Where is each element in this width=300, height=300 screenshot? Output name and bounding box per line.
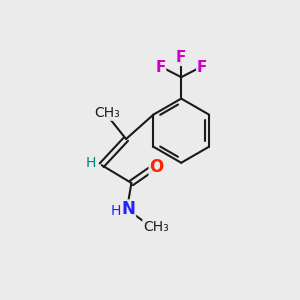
Text: CH₃: CH₃ <box>143 220 169 234</box>
Text: CH₃: CH₃ <box>94 106 120 120</box>
Text: O: O <box>149 158 164 175</box>
Text: N: N <box>122 200 135 218</box>
Text: F: F <box>197 60 207 75</box>
Text: F: F <box>155 60 166 75</box>
Text: H: H <box>110 204 121 218</box>
Text: H: H <box>86 156 97 170</box>
Text: F: F <box>176 50 186 65</box>
